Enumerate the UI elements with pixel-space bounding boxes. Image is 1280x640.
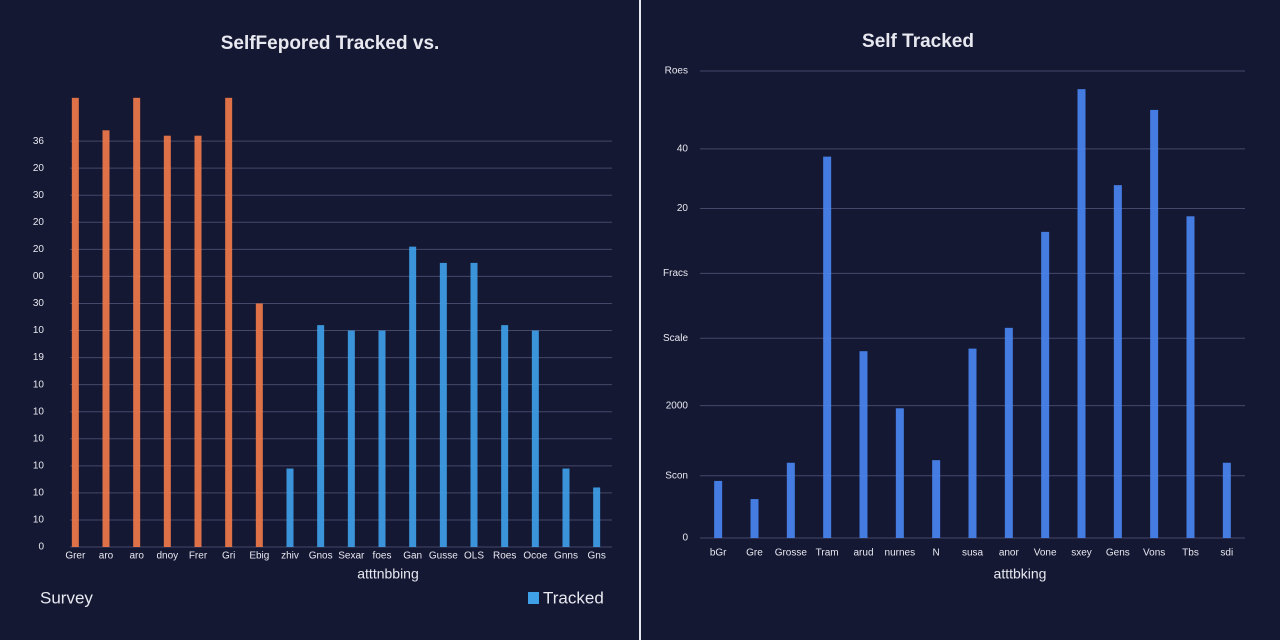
x-tick-label: N	[933, 548, 940, 559]
bar	[409, 246, 417, 547]
y-tick-label: Fracs	[663, 268, 688, 279]
x-tick-label: Gre	[746, 548, 763, 559]
bar	[347, 330, 355, 547]
y-tick-label: 2000	[666, 400, 689, 411]
x-tick-label: Ocoe	[523, 551, 547, 562]
bar	[439, 262, 447, 547]
x-tick-label: Gusse	[429, 551, 458, 562]
y-tick-label: 20	[677, 203, 689, 214]
x-tick-label: Ebig	[249, 551, 269, 562]
y-tick-label: Scale	[663, 333, 688, 344]
x-axis-label: atttbking	[994, 566, 1047, 582]
y-tick-label: 30	[33, 298, 45, 309]
x-tick-label: Vone	[1034, 548, 1057, 559]
y-tick-label: 00	[33, 271, 45, 282]
bar	[968, 348, 977, 538]
bar	[194, 135, 202, 548]
bar	[1186, 216, 1195, 539]
x-tick-label: bGr	[710, 548, 727, 559]
x-tick-label: foes	[373, 551, 392, 562]
bar	[286, 468, 294, 547]
bar	[750, 499, 759, 538]
x-tick-label: aro	[99, 551, 114, 562]
bar	[1004, 327, 1013, 538]
x-tick-label: Frer	[189, 551, 208, 562]
x-tick-label: Gan	[403, 551, 422, 562]
y-tick-label: 10	[33, 325, 45, 336]
chart-title: SelfFepored Tracked vs.	[221, 33, 440, 54]
y-tick-label: 20	[33, 244, 45, 255]
y-tick-label: 20	[33, 163, 45, 174]
y-tick-label: 10	[33, 379, 45, 390]
bar	[501, 325, 509, 547]
x-tick-label: Gnns	[554, 551, 578, 562]
y-tick-label: 10	[33, 515, 45, 526]
bar	[859, 351, 868, 538]
x-tick-label: Grer	[65, 551, 86, 562]
x-tick-label: dnoy	[156, 551, 178, 562]
x-tick-label: Gns	[587, 551, 605, 562]
bar	[531, 330, 539, 547]
y-tick-label: 10	[33, 460, 45, 471]
bar	[102, 130, 110, 547]
bar	[1222, 462, 1231, 538]
y-tick-label: 10	[33, 433, 45, 444]
x-tick-label: zhiv	[281, 551, 299, 562]
bar	[786, 462, 795, 538]
y-tick-label: 0	[682, 533, 688, 544]
bar	[714, 480, 723, 538]
y-tick-label: 20	[33, 217, 45, 228]
bar	[317, 325, 325, 547]
bar	[1113, 185, 1122, 538]
y-tick-label: 40	[677, 143, 689, 154]
x-tick-label: Sexar	[338, 551, 365, 562]
legend-swatch	[528, 592, 539, 604]
x-tick-label: arud	[853, 548, 873, 559]
y-tick-label: 10	[33, 488, 45, 499]
bar	[378, 330, 386, 547]
x-tick-label: sxey	[1071, 548, 1092, 559]
y-tick-label: 10	[33, 406, 45, 417]
x-tick-label: sdi	[1220, 548, 1233, 559]
bar	[163, 135, 171, 548]
y-tick-label: 19	[33, 352, 45, 363]
bar	[470, 262, 478, 547]
legend-label: Survey	[40, 588, 93, 607]
bar	[255, 303, 263, 547]
bar	[562, 468, 570, 547]
bar	[895, 408, 904, 538]
bar	[1077, 89, 1086, 539]
x-tick-label: nurnes	[885, 548, 916, 559]
bar	[1150, 109, 1159, 539]
x-tick-label: Gnos	[309, 551, 333, 562]
y-tick-label: Scon	[665, 470, 688, 481]
y-tick-label: Roes	[665, 66, 688, 77]
x-tick-label: OLS	[464, 551, 484, 562]
bar	[932, 460, 941, 538]
x-tick-label: Grosse	[775, 548, 808, 559]
y-tick-label: 36	[33, 136, 45, 147]
bar	[593, 487, 601, 547]
x-tick-label: Gens	[1106, 548, 1130, 559]
bar	[1041, 231, 1050, 538]
x-axis-label: atttnbbing	[357, 566, 419, 582]
legend-label: Tracked	[543, 588, 604, 607]
x-tick-label: Gri	[222, 551, 235, 562]
x-tick-label: Roes	[493, 551, 516, 562]
bar	[133, 97, 141, 547]
x-tick-label: Tram	[816, 548, 839, 559]
chart-title: Self Tracked	[862, 31, 974, 52]
x-tick-label: Vons	[1143, 548, 1165, 559]
bar	[823, 156, 832, 538]
y-tick-label: 30	[33, 190, 45, 201]
bar	[71, 97, 79, 547]
y-tick-label: 0	[38, 542, 44, 553]
bar	[225, 97, 233, 547]
x-tick-label: Tbs	[1182, 548, 1199, 559]
x-tick-label: anor	[999, 548, 1020, 559]
x-tick-label: susa	[962, 548, 984, 559]
x-tick-label: aro	[129, 551, 144, 562]
